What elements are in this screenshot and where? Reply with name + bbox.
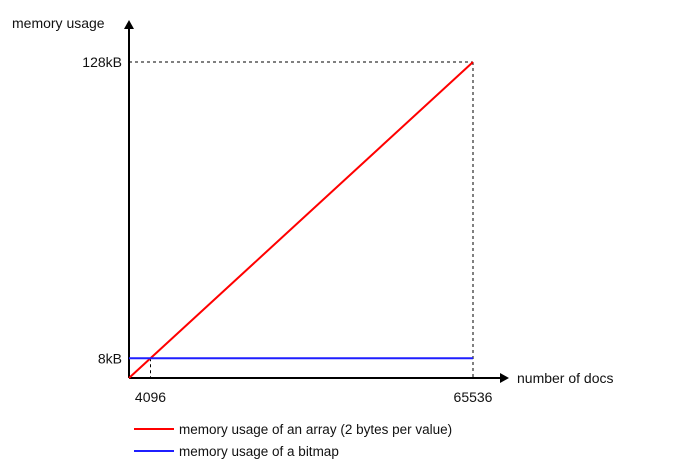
y-axis-label: memory usage	[12, 15, 105, 31]
x-tick-label-1: 65536	[454, 389, 493, 405]
y-tick-label-1: 128kB	[82, 54, 122, 70]
y-tick-label-0: 8kB	[98, 350, 122, 366]
legend: memory usage of an array (2 bytes per va…	[134, 422, 452, 459]
x-tick-label-0: 4096	[135, 389, 166, 405]
legend-label-array: memory usage of an array (2 bytes per va…	[179, 422, 452, 437]
x-axis-label: number of docs	[517, 370, 614, 386]
data-series	[128, 61, 474, 379]
series-line-0	[128, 61, 474, 379]
reference-lines	[129, 61, 474, 378]
tick-labels: 4096 65536 8kB 128kB	[82, 54, 492, 405]
legend-label-bitmap: memory usage of a bitmap	[179, 444, 339, 459]
